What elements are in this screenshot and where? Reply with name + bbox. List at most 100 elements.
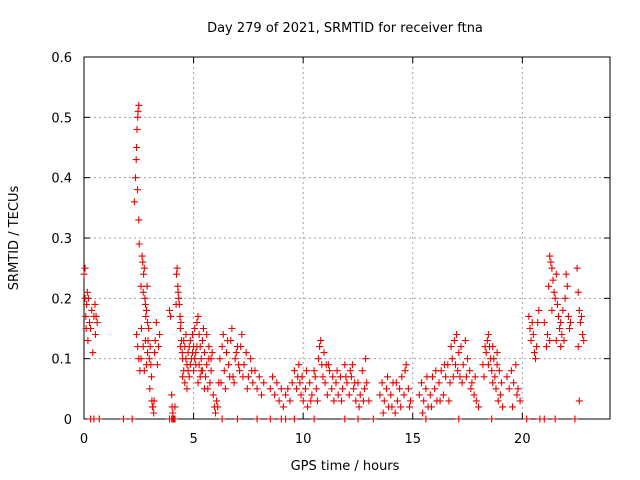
data-point [243, 385, 251, 393]
data-point [341, 361, 349, 369]
data-point [549, 276, 557, 284]
data-point [84, 294, 92, 302]
data-point [143, 306, 150, 314]
data-point [345, 391, 353, 399]
data-point [563, 282, 571, 290]
data-point [490, 355, 498, 363]
data-point [149, 403, 157, 411]
data-point [286, 397, 294, 405]
data-point [392, 379, 400, 387]
data-point [231, 355, 239, 363]
data-point [480, 373, 488, 381]
data-point [223, 349, 230, 357]
data-point [380, 397, 388, 405]
data-point [83, 300, 91, 308]
data-point [191, 355, 199, 363]
data-point [419, 409, 427, 417]
data-point [493, 349, 501, 357]
data-point [311, 373, 319, 381]
data-point [315, 355, 322, 363]
data-point [462, 373, 470, 381]
data-point [82, 312, 90, 320]
data-point [135, 101, 143, 109]
data-point [422, 385, 430, 393]
tick-labels: 0 0.1 0.2 0.3 0.4 0.5 0.6 0 5 10 15 20 [51, 51, 530, 447]
data-point [578, 312, 585, 320]
data-point [562, 270, 570, 278]
data-point [176, 312, 184, 320]
data-point [135, 240, 143, 248]
data-point [176, 325, 184, 332]
data-point [213, 397, 221, 405]
data-point [316, 343, 324, 351]
data-point [216, 355, 224, 363]
y-tick-label: 0 [64, 413, 72, 428]
data-point [526, 325, 534, 332]
data-point [535, 306, 543, 314]
data-point [207, 355, 215, 363]
data-point [95, 415, 103, 423]
data-point [174, 288, 182, 296]
data-point [317, 337, 325, 345]
data-point [230, 379, 238, 387]
data-point [556, 325, 564, 332]
data-point [376, 391, 384, 399]
data-point [546, 252, 554, 260]
data-point [288, 379, 296, 387]
data-point [153, 361, 161, 369]
data-point [206, 379, 214, 387]
data-point [343, 379, 351, 387]
data-point [173, 264, 181, 272]
data-point [133, 125, 141, 133]
data-point [350, 385, 358, 393]
data-point [271, 391, 279, 399]
data-point [145, 325, 153, 332]
data-point [248, 367, 256, 375]
data-point [398, 373, 406, 381]
data-point [454, 367, 462, 375]
data-point [441, 361, 448, 369]
data-point [426, 391, 434, 399]
data-point [196, 373, 204, 381]
x-tick-label: 20 [514, 432, 531, 447]
data-point [293, 385, 301, 393]
data-point [450, 337, 458, 345]
data-point [217, 379, 225, 387]
data-point [194, 312, 202, 320]
data-point [198, 337, 206, 345]
data-point [420, 397, 428, 405]
data-point [178, 349, 186, 357]
data-point [379, 409, 387, 417]
data-point [470, 391, 478, 399]
data-point [442, 373, 450, 381]
data-point [422, 415, 430, 423]
data-point [320, 349, 328, 357]
y-tick-label: 0.6 [51, 51, 72, 66]
data-point [363, 379, 371, 387]
data-point [171, 403, 179, 411]
data-points [80, 101, 588, 423]
data-point [139, 343, 147, 351]
data-point [84, 337, 92, 345]
data-point [307, 397, 315, 405]
data-point [466, 367, 474, 375]
data-point [341, 415, 349, 423]
data-point [185, 373, 193, 381]
data-point [130, 198, 138, 206]
data-point [342, 373, 350, 381]
data-point [132, 156, 140, 164]
data-point [177, 319, 185, 326]
data-point [140, 270, 148, 278]
data-point [484, 331, 492, 338]
data-point [322, 361, 330, 369]
data-point [326, 367, 333, 375]
data-point [445, 397, 453, 405]
data-point [137, 325, 145, 332]
data-point [119, 415, 127, 423]
data-point [255, 373, 263, 381]
data-point [472, 397, 480, 405]
data-point [132, 174, 139, 182]
data-point [488, 415, 496, 423]
data-point [92, 312, 100, 320]
data-point [139, 258, 147, 266]
